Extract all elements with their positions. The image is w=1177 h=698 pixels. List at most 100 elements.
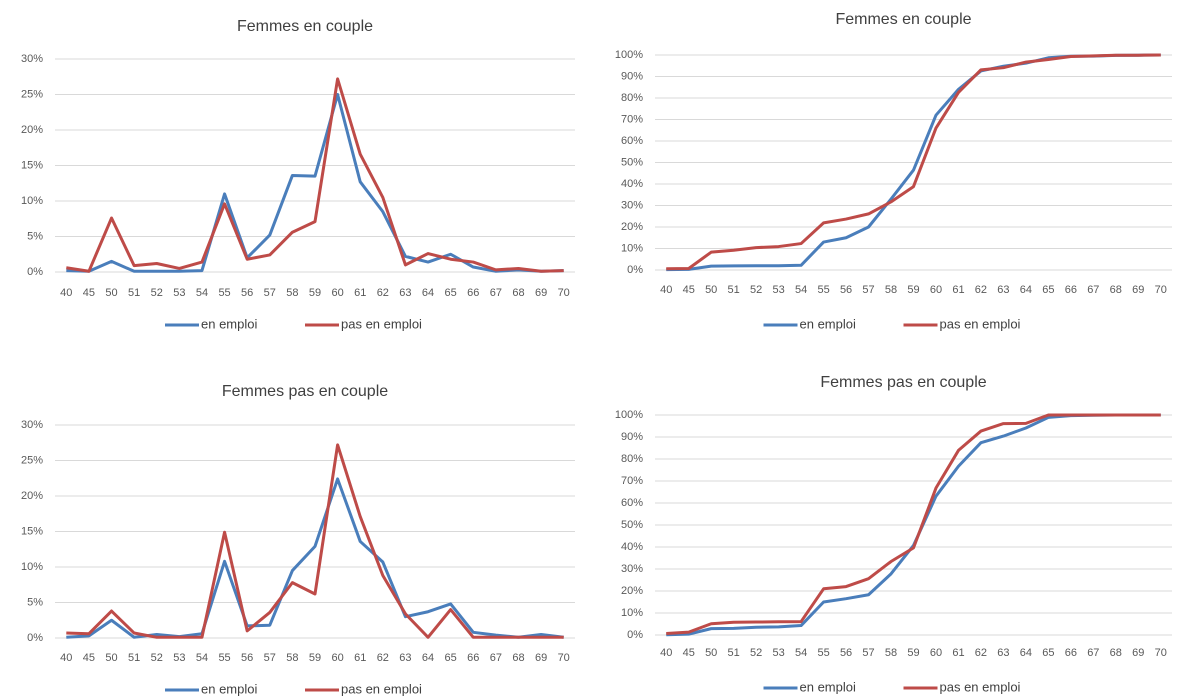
y-tick-label: 70% [621,475,643,487]
y-tick-label: 100% [615,49,643,61]
y-tick-label: 50% [621,156,643,168]
x-tick-label: 64 [422,287,434,299]
y-tick-label: 30% [21,419,43,431]
x-tick-label: 70 [1155,647,1167,659]
x-tick-label: 58 [885,647,897,659]
y-tick-label: 30% [621,199,643,211]
y-tick-label: 0% [627,264,643,276]
chart-title: Femmes en couple [835,11,971,28]
x-tick-label: 67 [490,652,502,664]
x-tick-label: 62 [975,647,987,659]
x-tick-label: 62 [377,287,389,299]
y-tick-label: 20% [21,490,43,502]
y-tick-label: 40% [621,541,643,553]
x-tick-label: 56 [241,287,253,299]
x-tick-label: 60 [331,287,343,299]
y-tick-label: 10% [21,195,43,207]
x-tick-label: 40 [660,647,672,659]
y-tick-label: 25% [21,88,43,100]
series-line [66,93,564,273]
x-tick-label: 63 [997,647,1009,659]
x-tick-label: 60 [930,647,942,659]
x-tick-label: 51 [128,652,140,664]
y-tick-label: 0% [27,632,43,644]
x-tick-label: 45 [83,652,95,664]
x-tick-label: 50 [705,647,717,659]
x-tick-label: 65 [1042,647,1054,659]
x-tick-label: 53 [773,284,785,296]
x-tick-label: 60 [331,652,343,664]
x-tick-label: 66 [1065,647,1077,659]
chart-title: Femmes pas en couple [222,383,388,400]
x-tick-label: 64 [1020,647,1032,659]
chart-title: Femmes pas en couple [820,374,986,391]
y-tick-label: 5% [27,596,43,608]
x-tick-label: 52 [750,284,762,296]
x-tick-label: 64 [422,652,434,664]
x-tick-label: 67 [490,287,502,299]
x-tick-label: 68 [1110,284,1122,296]
series-line [66,443,564,639]
x-tick-label: 45 [83,287,95,299]
x-tick-label: 62 [975,284,987,296]
x-tick-label: 63 [399,652,411,664]
x-tick-label: 61 [354,287,366,299]
y-tick-label: 30% [621,563,643,575]
x-tick-label: 68 [512,652,524,664]
y-tick-label: 80% [621,453,643,465]
x-tick-label: 59 [907,647,919,659]
x-tick-label: 40 [660,284,672,296]
y-tick-label: 10% [621,242,643,254]
x-tick-label: 55 [817,647,829,659]
x-tick-label: 59 [309,287,321,299]
x-tick-label: 54 [795,284,807,296]
x-tick-label: 51 [728,284,740,296]
x-tick-label: 63 [399,287,411,299]
x-tick-label: 63 [997,284,1009,296]
series-line [666,413,1161,635]
y-tick-label: 15% [21,525,43,537]
x-tick-label: 55 [218,287,230,299]
x-tick-label: 53 [773,647,785,659]
x-tick-label: 70 [558,287,570,299]
legend-label: pas en emploi [940,316,1021,331]
y-tick-label: 10% [621,607,643,619]
x-tick-label: 66 [467,287,479,299]
legend-label: pas en emploi [940,679,1021,694]
x-tick-label: 66 [467,652,479,664]
series-line [66,77,564,273]
x-tick-label: 54 [196,287,208,299]
legend-label: pas en emploi [341,681,422,696]
y-tick-label: 20% [21,124,43,136]
x-tick-label: 50 [105,652,117,664]
x-tick-label: 57 [264,287,276,299]
y-tick-label: 100% [615,409,643,421]
x-tick-label: 54 [795,647,807,659]
x-tick-label: 67 [1087,647,1099,659]
y-tick-label: 60% [621,135,643,147]
x-tick-label: 61 [952,647,964,659]
legend-label: pas en emploi [341,316,422,331]
x-tick-label: 56 [241,652,253,664]
x-tick-label: 52 [151,652,163,664]
x-tick-label: 66 [1065,284,1077,296]
x-tick-label: 65 [445,287,457,299]
legend-label: en emploi [201,681,257,696]
x-tick-label: 50 [705,284,717,296]
y-tick-label: 25% [21,454,43,466]
y-tick-label: 20% [621,585,643,597]
x-tick-label: 67 [1087,284,1099,296]
x-tick-label: 57 [264,652,276,664]
x-tick-label: 69 [535,652,547,664]
x-tick-label: 65 [445,652,457,664]
series-line [666,53,1161,271]
x-tick-label: 68 [1110,647,1122,659]
y-tick-label: 5% [27,230,43,242]
chart-title: Femmes en couple [237,18,373,35]
x-tick-label: 58 [286,287,298,299]
x-tick-label: 59 [907,284,919,296]
y-tick-label: 70% [621,113,643,125]
y-tick-label: 15% [21,159,43,171]
x-tick-label: 55 [218,652,230,664]
x-tick-label: 59 [309,652,321,664]
